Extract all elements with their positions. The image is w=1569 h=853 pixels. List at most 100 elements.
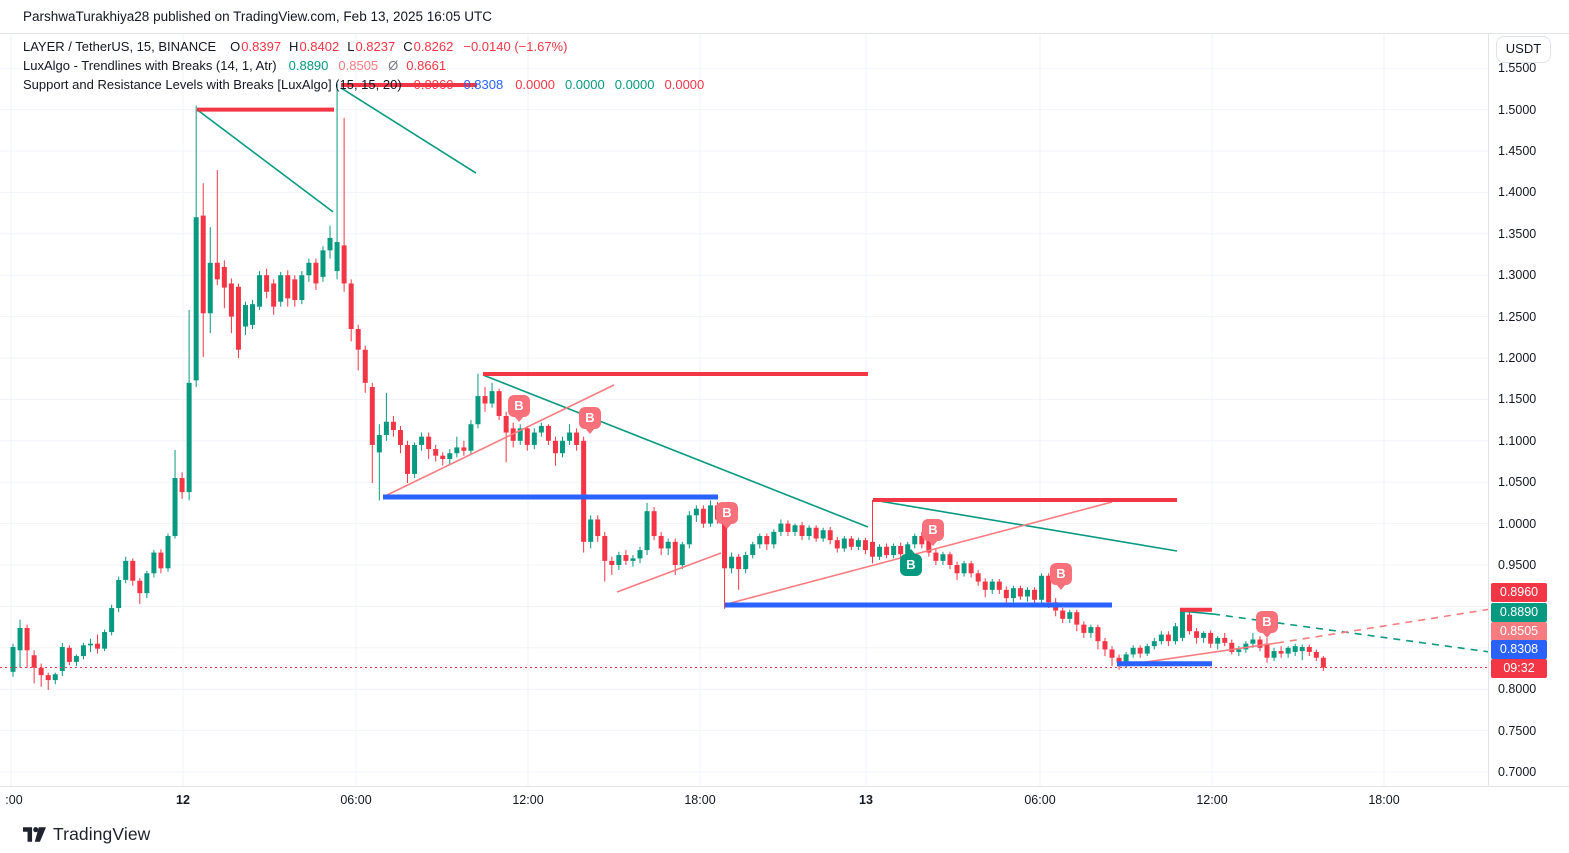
candle-down (31, 655, 37, 668)
candle-up (1172, 626, 1178, 642)
candle-up (242, 305, 248, 327)
candle-up (1236, 649, 1242, 652)
candle-up (334, 242, 340, 272)
candle-up (116, 579, 122, 609)
candle-down (348, 283, 354, 330)
legend-trendlines-indicator-row: LuxAlgo - Trendlines with Breaks (14, 1,… (23, 57, 704, 76)
candle-down (1278, 651, 1284, 654)
candle-down (785, 523, 791, 532)
time-axis[interactable]: :00 12 06:00 12:00 18:00 13 06:00 12:00 18:00 (0, 786, 1569, 814)
legend-title[interactable]: Support and Resistance Levels with Break… (23, 77, 402, 92)
candle-down (975, 573, 981, 582)
candle-down (397, 430, 403, 445)
candle-down (898, 545, 904, 555)
candle-up (1010, 588, 1016, 599)
candle-down (552, 440, 558, 454)
candle-down (869, 541, 875, 557)
candle-up (693, 508, 699, 516)
bearish-break-label: B (1256, 611, 1278, 639)
trendline (382, 384, 615, 498)
bearish-break-label: B (508, 395, 530, 423)
candle-up (10, 646, 16, 672)
candle-up (376, 435, 382, 453)
candle-down (581, 440, 587, 542)
candle-down (390, 421, 396, 431)
legend-value: 0.8397 (241, 39, 282, 54)
candle-down (355, 329, 361, 350)
time-axis-tick: 13 (859, 793, 873, 807)
candle-up (757, 536, 763, 545)
candle-down (1208, 632, 1214, 644)
tradingview-logo[interactable]: TradingView (23, 822, 150, 846)
candle-down (482, 396, 488, 404)
candle-up (419, 436, 425, 445)
candle-up (531, 432, 537, 445)
legend-value: 0.8890 (288, 58, 329, 73)
bullish-break-label: B (900, 549, 922, 576)
candle-up (517, 428, 523, 441)
candle-up (560, 440, 566, 454)
bearish-break-label: B (716, 501, 738, 529)
candle-down (813, 527, 819, 539)
candle-up (1250, 639, 1256, 644)
candle-down (426, 436, 432, 450)
price-axis-label: 0.7500 (1498, 723, 1537, 738)
candle-down (362, 349, 368, 383)
legend-value: Ø (388, 58, 399, 73)
candle-down (764, 536, 770, 545)
candle-down (1003, 589, 1009, 599)
chart-canvas[interactable] (0, 0, 1488, 786)
candle-down (609, 560, 615, 565)
legend-title[interactable]: LAYER / TetherUS, 15, BINANCE (23, 39, 217, 54)
legend-value: 0.8237 (355, 39, 396, 54)
candle-up (207, 262, 213, 314)
price-level-tag: 0.8308 (1491, 639, 1547, 659)
candle-up (186, 382, 192, 493)
candle-up (151, 552, 157, 574)
candle-down (292, 279, 298, 301)
candle-down (982, 581, 988, 590)
price-axis-label: 1.5000 (1498, 102, 1537, 117)
time-axis-tick: 12:00 (512, 793, 544, 807)
candle-down (228, 283, 234, 317)
legend-title[interactable]: LuxAlgo - Trendlines with Breaks (14, 1,… (23, 58, 277, 73)
candle-up (17, 627, 23, 651)
candle-up (855, 540, 861, 547)
candle-up (989, 581, 995, 590)
tradingview-logo-icon (23, 826, 46, 842)
candle-up (1243, 643, 1249, 650)
currency-toggle-button[interactable]: USDT (1496, 36, 1551, 63)
candle-up (327, 237, 333, 251)
candle-up (1067, 612, 1073, 619)
candle-up (447, 453, 453, 460)
legend-value: 0.8402 (299, 39, 340, 54)
bearish-break-label: B (579, 407, 601, 435)
price-axis-label: 1.0500 (1498, 475, 1537, 490)
candle-down (1046, 575, 1052, 603)
candle-down (235, 286, 241, 350)
candle-up (588, 519, 594, 542)
candle-up (877, 546, 883, 557)
candle-down (1222, 637, 1228, 643)
candle-down (1194, 631, 1200, 638)
candle-up (743, 555, 749, 570)
candle-up (567, 432, 573, 441)
candle-up (961, 563, 967, 574)
candle-up (665, 541, 671, 549)
candle-down (214, 262, 220, 280)
price-axis-label: 0.8000 (1498, 682, 1537, 697)
candle-down (827, 530, 833, 541)
candle-down (496, 391, 502, 416)
candle-down (130, 560, 136, 581)
candle-up (172, 478, 178, 537)
legend-value: H (289, 39, 299, 54)
price-axis-label: 1.4500 (1498, 144, 1537, 158)
candle-up (679, 544, 685, 565)
candle-down (919, 536, 925, 545)
price-axis-label: 1.0000 (1498, 516, 1537, 531)
price-level-tag: 0.8890 (1491, 602, 1547, 622)
candle-down (440, 455, 446, 460)
legend-value: −0.0140 (−1.67%) (463, 39, 568, 54)
price-axis[interactable]: 1.5500 1.5000 1.4500 1.4000 1.3500 1.3000 1.25… (1488, 34, 1569, 786)
time-axis-tick: 12 (176, 793, 190, 807)
